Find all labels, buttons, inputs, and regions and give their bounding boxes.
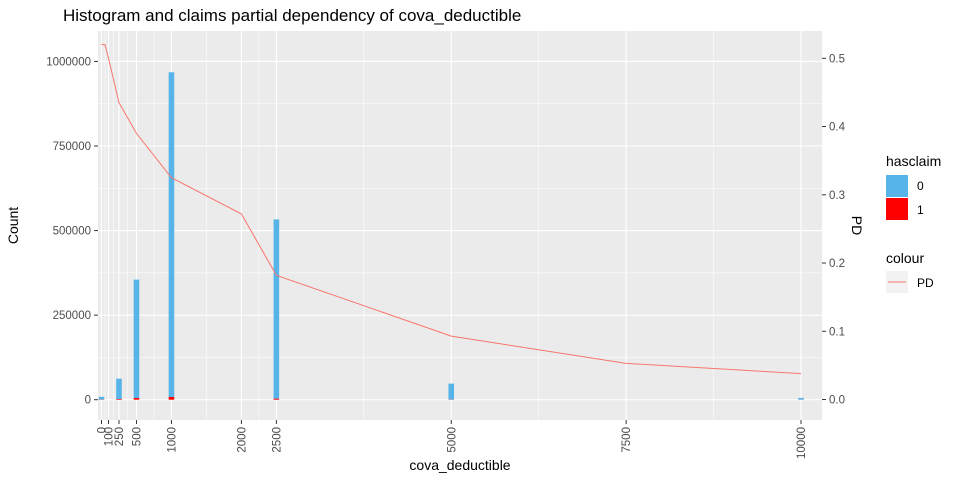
axes: 0 250000 500000 750000 1000000 0.0 0.1 0.2 0.3 0.…: [46, 53, 845, 459]
bar-hasclaim-0: [133, 279, 140, 399]
x-tick-label: 2500: [271, 427, 283, 453]
bar-hasclaim-0: [98, 396, 105, 400]
bar-hasclaim-1: [133, 398, 140, 400]
grid-lines: [98, 31, 822, 420]
bar-hasclaim-1: [168, 396, 175, 400]
legend-colour-title: colour: [886, 250, 924, 266]
x-tick-label: 1000: [166, 427, 178, 453]
bar-hasclaim-0: [116, 378, 122, 400]
y2-tick-label: 0.5: [829, 53, 845, 65]
x-tick-label: 0: [96, 427, 108, 433]
x-axis-title: cova_deductible: [409, 457, 510, 473]
pd-line-layer: [101, 44, 802, 375]
bar-hasclaim-0: [798, 397, 804, 400]
y2-tick-label: 0.4: [829, 122, 846, 134]
chart-title: Histogram and claims partial dependency …: [63, 6, 521, 25]
legend: hasclaim 0 1 colour PD: [886, 153, 941, 293]
legend-key-hasclaim-0: [886, 175, 908, 197]
x-tick-label: 5000: [446, 427, 458, 453]
pd-line: [101, 44, 802, 375]
x-tick-label: 2000: [236, 427, 248, 453]
y2-tick-label: 0.3: [829, 190, 845, 202]
legend-label-hasclaim-1: 1: [917, 203, 924, 217]
x-tick-label: 250: [114, 427, 126, 446]
y-tick-label: 1000000: [46, 56, 91, 68]
x-tick-label: 500: [131, 427, 143, 446]
bar-hasclaim-0: [273, 219, 280, 399]
y-tick-label: 0: [85, 395, 91, 407]
y2-tick-label: 0.1: [829, 326, 845, 338]
x-tick-label: 100: [103, 427, 115, 446]
y2-tick-label: 0.0: [829, 395, 845, 407]
legend-label-hasclaim-0: 0: [917, 179, 924, 193]
histogram-bars: [98, 72, 804, 400]
bar-hasclaim-0: [448, 383, 455, 400]
bar-hasclaim-1: [273, 398, 280, 400]
y-tick-label: 750000: [53, 141, 91, 153]
y2-axis-title: PD: [849, 216, 865, 235]
y2-tick-label: 0.2: [829, 258, 845, 270]
x-tick-label: 7500: [621, 427, 633, 453]
legend-fill-title: hasclaim: [886, 153, 941, 169]
y-tick-label: 500000: [53, 226, 91, 238]
y-axis-title: Count: [5, 207, 21, 244]
y-tick-label: 250000: [53, 310, 91, 322]
bar-hasclaim-1: [116, 399, 122, 400]
x-tick-label: 10000: [796, 427, 808, 459]
plot-panel: [98, 31, 822, 420]
bar-hasclaim-0: [168, 72, 175, 397]
legend-key-hasclaim-1: [886, 198, 908, 220]
legend-label-pd: PD: [917, 276, 934, 290]
